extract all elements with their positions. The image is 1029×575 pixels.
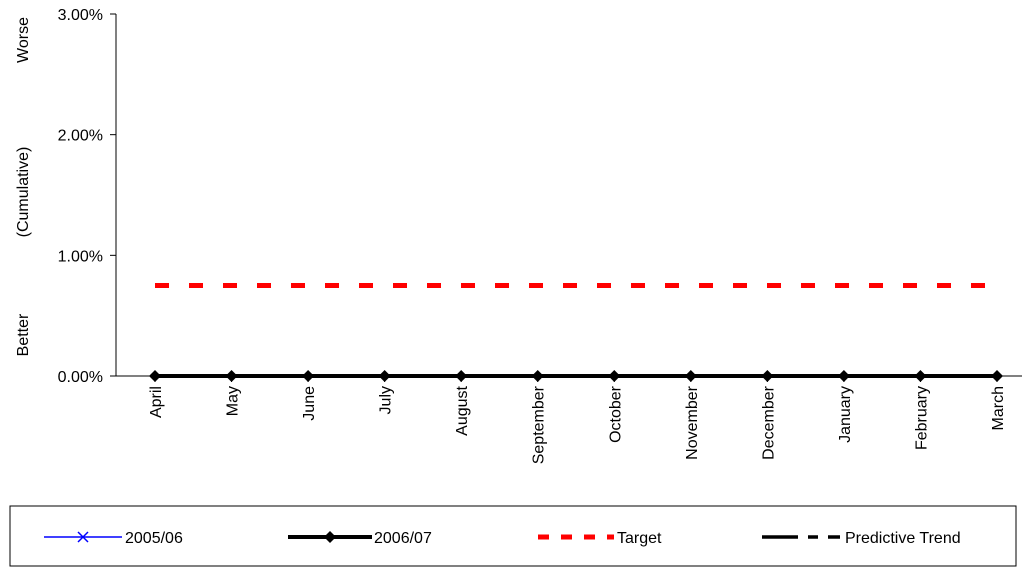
data-point-2006-07 (914, 370, 927, 382)
x-ticks: April May June July August September October No… (148, 376, 1007, 464)
axes (115, 14, 1022, 377)
legend-label: Target (617, 530, 662, 547)
y-tick-label: 1.00% (58, 248, 103, 265)
legend-box (9, 505, 1017, 567)
data-point-2006-07 (608, 370, 621, 382)
x-tick-label: January (837, 386, 854, 443)
legend-swatch-x-marker (77, 531, 89, 543)
y-side-label-bottom: Better (15, 313, 32, 356)
legend-item: Predictive Trend (762, 530, 961, 547)
y-tick-label: 2.00% (58, 128, 103, 145)
legend-item: 2006/07 (288, 530, 432, 547)
legend-label: Predictive Trend (845, 530, 961, 547)
x-tick-label: March (990, 386, 1007, 430)
data-point-2006-07 (684, 370, 697, 382)
x-tick-label: February (913, 386, 930, 450)
data-point-2006-07 (225, 370, 238, 382)
data-point-2006-07 (302, 370, 315, 382)
x-tick-label: August (454, 385, 471, 435)
y-tick-label: 0.00% (58, 369, 103, 386)
y-side-label-top: Worse (15, 17, 32, 63)
data-point-2006-07 (761, 370, 774, 382)
y-axis-label: (Cumulative) (15, 147, 32, 238)
data-point-2006-07 (149, 370, 161, 382)
x-tick-label: April (148, 386, 165, 418)
legend-label: 2006/07 (374, 530, 432, 547)
legend-swatch-diamond-marker (324, 531, 336, 543)
legend: 2005/06 2006/07 Target Predictive Trend (9, 505, 1017, 567)
data-point-2006-07 (378, 370, 391, 382)
x-tick-label: November (684, 385, 701, 459)
y-ticks: 0.00% 1.00% 2.00% 3.00% (58, 7, 116, 386)
x-tick-label: December (760, 385, 777, 459)
data-point-2006-07 (455, 370, 468, 382)
x-tick-label: May (225, 386, 242, 416)
x-tick-label: October (607, 385, 624, 443)
legend-label: 2005/06 (125, 530, 183, 547)
x-tick-label: July (378, 386, 395, 414)
data-point-2006-07 (991, 370, 1003, 382)
series-layer (149, 283, 1003, 382)
data-point-2006-07 (837, 370, 850, 382)
data-point-2006-07 (531, 370, 544, 382)
legend-item: Target (538, 530, 662, 547)
legend-item: 2005/06 (44, 530, 183, 547)
x-tick-label: September (531, 385, 548, 464)
x-tick-label: June (301, 386, 318, 421)
y-tick-label: 3.00% (58, 7, 103, 24)
